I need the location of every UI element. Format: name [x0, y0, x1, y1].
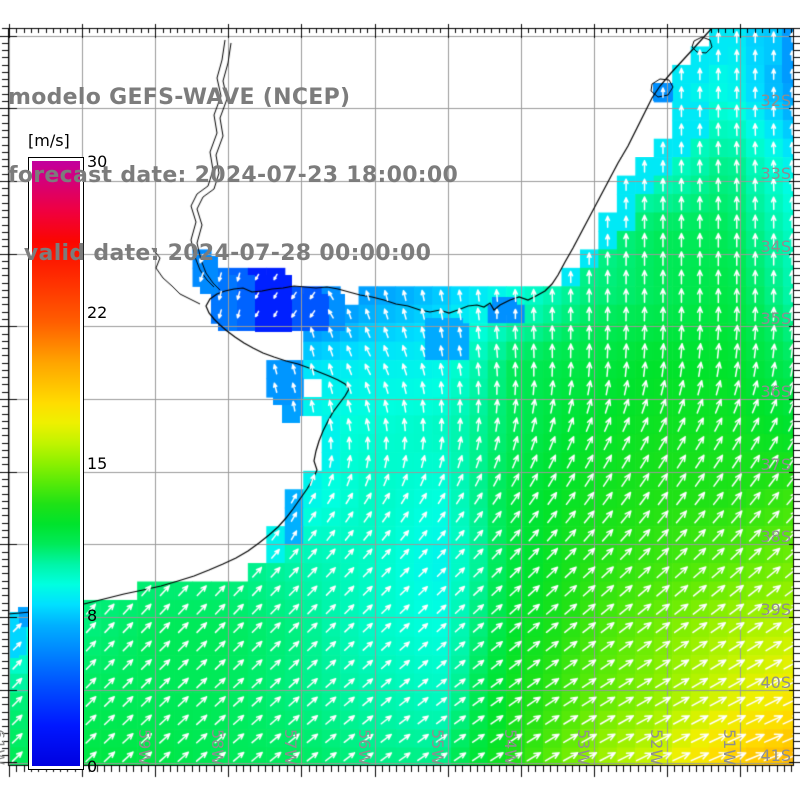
lat-label-33S: 33S: [760, 163, 791, 183]
lon-label-61W: 61W: [0, 729, 8, 766]
lat-label-40S: 40S: [760, 672, 791, 692]
lat-label-35S: 35S: [760, 309, 791, 329]
lon-label-59W: 59W: [135, 729, 155, 766]
colorbar-tick-0: 0: [87, 757, 98, 776]
colorbar-gradient: [32, 161, 80, 766]
lon-label-55W: 55W: [427, 729, 447, 766]
forecast-date: forecast date: 2024-07-23 18:00:00: [8, 163, 459, 188]
lat-label-41S: 41S: [760, 745, 791, 765]
colorbar-tick-15: 15: [87, 454, 108, 474]
colorbar-unit-label: [m/s]: [28, 131, 70, 150]
colorbar-tick-22: 22: [87, 302, 108, 322]
lat-label-36S: 36S: [760, 382, 791, 401]
lat-label-37S: 37S: [760, 454, 791, 474]
colorbar-tick-8: 8: [87, 605, 98, 625]
lon-label-56W: 56W: [354, 729, 374, 766]
lon-label-52W: 52W: [646, 729, 666, 766]
lat-label-38S: 38S: [760, 527, 791, 547]
lon-label-58W: 58W: [208, 729, 228, 766]
lon-label-54W: 54W: [500, 729, 520, 766]
colorbar-tick-30: 30: [87, 151, 108, 171]
valid-date: valid date: 2024-07-28 00:00:00: [8, 241, 432, 266]
model-name: modelo GEFS-WAVE (NCEP): [8, 85, 351, 110]
lon-label-53W: 53W: [573, 729, 593, 766]
lat-label-39S: 39S: [760, 600, 791, 620]
lat-label-32S: 32S: [760, 91, 791, 111]
lon-label-57W: 57W: [281, 729, 301, 766]
plot-title: modelo GEFS-WAVE (NCEP) forecast date: 2…: [8, 33, 458, 319]
lat-label-34S: 34S: [760, 236, 791, 256]
lon-label-51W: 51W: [720, 729, 739, 766]
